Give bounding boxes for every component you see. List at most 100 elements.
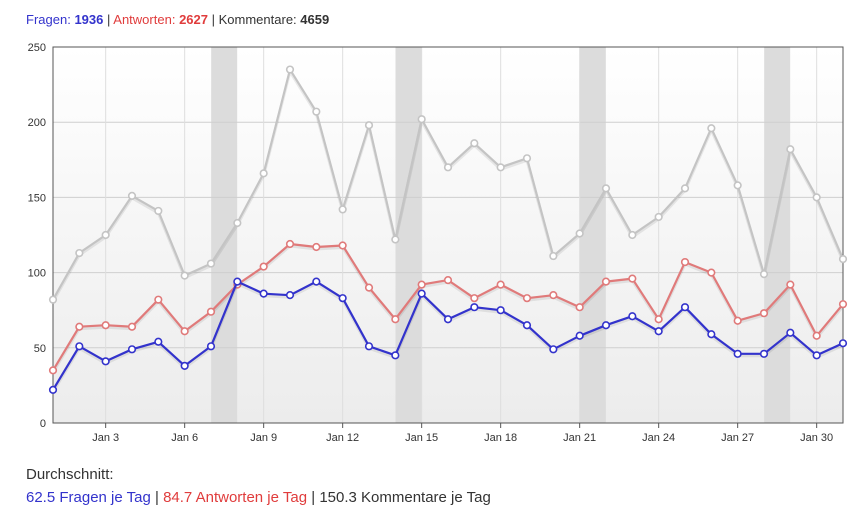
questions-data-point xyxy=(707,330,716,339)
questions-data-point xyxy=(180,361,189,370)
comments-data-point xyxy=(549,251,558,261)
answers-data-point xyxy=(48,366,58,375)
weekend-band xyxy=(764,47,791,423)
comments-data-point xyxy=(364,121,374,130)
questions-data-point xyxy=(312,277,321,286)
questions-data-point xyxy=(364,342,374,351)
comments-data-point xyxy=(417,115,426,124)
questions-data-point xyxy=(101,357,110,366)
comments-data-point xyxy=(391,235,400,244)
comments-data-point xyxy=(654,212,663,222)
answers-data-point xyxy=(101,321,110,330)
averages-line: 62.5 Fragen je Tag | 84.7 Antworten je T… xyxy=(26,489,491,506)
activity-line-chart: 0 50 100 150 200 250 Jan 3 Jan 6 Jan 9 Jan 12 Jan … xyxy=(28,42,848,444)
comments-data-point xyxy=(259,169,268,178)
answers-data-point xyxy=(259,262,268,271)
comments-data-point xyxy=(338,205,347,214)
stats-header: Fragen: 1936 | Antworten: 2627 | Komment… xyxy=(26,12,329,27)
questions-data-point xyxy=(154,337,163,346)
comments-data-point xyxy=(786,145,795,154)
comments-data-point xyxy=(522,154,532,163)
comments-data-point xyxy=(233,218,242,228)
answers-average: 84.7 Antworten je Tag xyxy=(163,489,308,506)
questions-data-point xyxy=(759,349,769,358)
questions-label: Fragen: xyxy=(26,12,71,27)
answers-data-point xyxy=(75,322,84,331)
answers-data-point xyxy=(470,294,479,303)
answers-data-point xyxy=(680,257,690,267)
questions-data-point xyxy=(812,351,821,360)
answers-data-point xyxy=(812,331,821,340)
answers-label: Antworten: xyxy=(113,12,176,27)
answers-data-point xyxy=(417,280,426,289)
questions-data-point xyxy=(206,342,216,351)
answers-data-point xyxy=(206,307,216,316)
answers-data-point xyxy=(312,242,321,252)
x-tick-label: Jan 24 xyxy=(642,432,675,444)
comments-data-point xyxy=(707,124,716,133)
questions-data-point xyxy=(127,345,137,354)
y-tick-label: 250 xyxy=(28,42,46,54)
y-tick-label: 100 xyxy=(28,268,46,280)
comments-data-point xyxy=(154,206,163,216)
comments-data-point xyxy=(733,181,742,190)
y-tick-label: 0 xyxy=(40,418,46,430)
answers-data-point xyxy=(575,303,584,312)
comments-data-point xyxy=(759,270,769,279)
answers-data-point xyxy=(154,295,163,304)
comments-data-point xyxy=(628,230,637,240)
comments-average: 150.3 Kommentare je Tag xyxy=(319,489,491,506)
comments-data-point xyxy=(180,271,189,280)
answers-data-point xyxy=(654,315,663,324)
questions-data-point xyxy=(48,385,58,395)
x-tick-label: Jan 18 xyxy=(484,432,517,444)
answers-data-point xyxy=(391,315,400,324)
questions-count: 1936 xyxy=(74,12,104,27)
y-tick-label: 200 xyxy=(28,117,46,129)
separator: | xyxy=(106,12,111,27)
comments-data-point xyxy=(101,230,110,240)
answers-data-point xyxy=(707,268,716,277)
x-tick-label: Jan 9 xyxy=(250,432,277,444)
comments-data-point xyxy=(285,65,295,74)
questions-data-point xyxy=(259,289,268,298)
questions-data-point xyxy=(233,277,242,286)
questions-data-point xyxy=(496,306,505,315)
questions-average: 62.5 Fragen je Tag xyxy=(26,489,151,506)
comments-label: Kommentare: xyxy=(218,12,297,27)
answers-data-point xyxy=(496,280,505,289)
x-tick-label: Jan 21 xyxy=(563,432,596,444)
questions-data-point xyxy=(522,321,532,330)
x-tick-label: Jan 30 xyxy=(800,432,833,444)
answers-count: 2627 xyxy=(179,12,208,27)
comments-data-point xyxy=(206,259,216,268)
weekend-band xyxy=(395,47,422,423)
answers-data-point xyxy=(338,241,347,250)
comments-data-point xyxy=(127,191,137,200)
comments-data-point xyxy=(48,295,58,304)
questions-data-point xyxy=(417,289,426,298)
questions-data-point xyxy=(75,342,84,351)
comments-data-point xyxy=(496,163,505,172)
weekend-band xyxy=(211,47,238,423)
questions-data-point xyxy=(680,303,690,312)
comments-data-point xyxy=(443,163,453,172)
questions-data-point xyxy=(285,291,295,300)
comments-data-point xyxy=(575,229,584,238)
y-tick-label: 150 xyxy=(28,192,46,204)
comments-data-point xyxy=(470,139,479,148)
questions-data-point xyxy=(733,349,742,358)
comments-data-point xyxy=(601,184,611,193)
plot-frame xyxy=(52,46,844,424)
answers-data-point xyxy=(443,276,453,285)
questions-data-point xyxy=(391,351,400,360)
separator: | xyxy=(154,489,159,506)
comments-data-point xyxy=(680,184,690,193)
comments-data-point xyxy=(75,248,84,258)
separator: | xyxy=(211,12,215,27)
x-tick-label: Jan 3 xyxy=(92,432,119,444)
y-tick-label: 50 xyxy=(34,343,46,355)
x-tick-label: Jan 6 xyxy=(171,432,198,444)
x-tick-label: Jan 12 xyxy=(326,432,359,444)
answers-data-point xyxy=(285,239,295,249)
